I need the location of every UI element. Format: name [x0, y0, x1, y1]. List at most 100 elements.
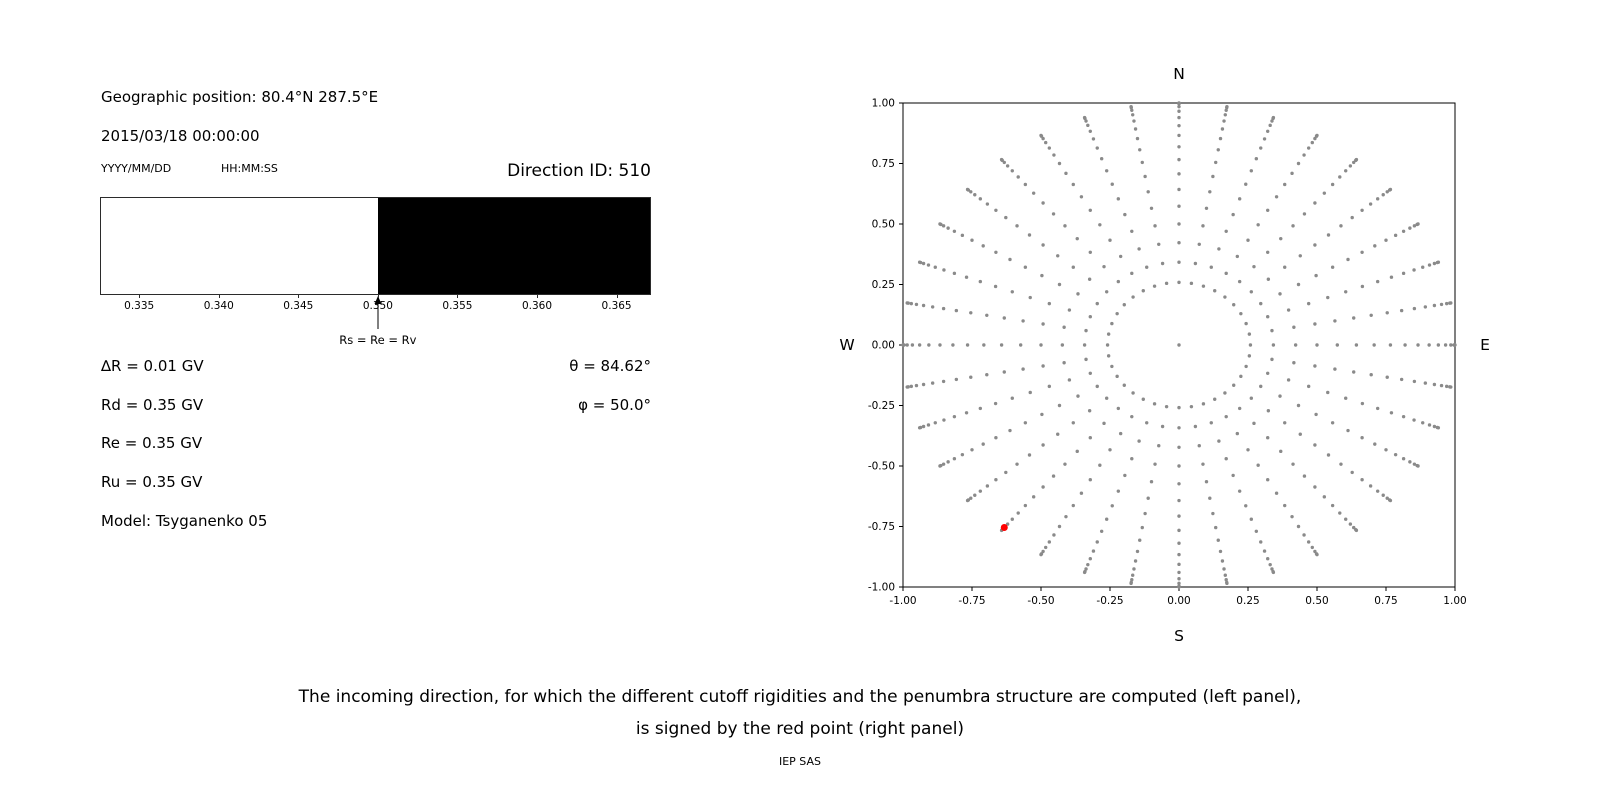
y-tick-label: 0.00	[872, 340, 895, 352]
direction-grid-dot	[1453, 343, 1457, 347]
direction-grid-dot	[1326, 233, 1331, 237]
direction-grid-dot	[1339, 462, 1343, 466]
direction-grid-dot	[1110, 364, 1114, 369]
direction-grid-dot	[1360, 435, 1364, 440]
direction-grid-dot	[914, 383, 919, 388]
direction-grid-dot	[1302, 533, 1306, 537]
direction-grid-dot	[1209, 421, 1213, 425]
param-ru: Ru = 0.35 GV	[101, 473, 203, 491]
direction-grid-dot	[1268, 123, 1272, 128]
penumbra-axis-tick-label: 0.340	[203, 300, 234, 312]
direction-grid-dot	[1129, 104, 1133, 109]
direction-grid-dot	[1244, 504, 1248, 508]
direction-grid-dot	[1296, 403, 1301, 408]
direction-grid-dot	[1416, 464, 1420, 468]
direction-grid-dot	[1140, 525, 1144, 530]
direction-grid-dot	[1439, 383, 1444, 388]
direction-grid-dot	[1421, 265, 1425, 269]
direction-grid-dot	[1385, 496, 1389, 500]
direction-grid-dot	[1222, 567, 1226, 571]
direction-grid-dot	[1315, 133, 1319, 138]
direction-grid-dot	[1082, 570, 1087, 575]
direction-grid-dot	[1389, 275, 1394, 279]
direction-grid-dot	[1116, 279, 1121, 284]
direction-grid-dot	[1224, 108, 1228, 112]
direction-grid-dot	[1292, 325, 1296, 329]
direction-grid-dot	[1270, 328, 1274, 333]
direction-grid-dot	[1115, 374, 1119, 379]
direction-grid-dot	[1138, 148, 1142, 152]
direction-grid-dot	[1225, 581, 1229, 586]
direction-grid-dot	[1249, 290, 1254, 294]
direction-grid-dot	[1130, 271, 1134, 276]
direction-grid-dot	[1256, 223, 1260, 227]
direction-grid-dot	[938, 464, 942, 468]
cutoff-arrow-label: Rs = Re = Rv	[339, 333, 417, 347]
direction-grid-dot	[1381, 193, 1385, 197]
direction-grid-dot	[1249, 517, 1254, 521]
direction-grid-dot	[1177, 552, 1181, 557]
direction-grid-dot	[1403, 343, 1407, 347]
direction-grid-dot	[1084, 119, 1088, 123]
direction-grid-dot	[1177, 577, 1181, 581]
direction-grid-dot	[1130, 414, 1134, 419]
direction-grid-dot	[1116, 489, 1121, 493]
direction-grid-dot	[969, 375, 973, 379]
direction-grid-dot	[952, 457, 957, 461]
direction-grid-dot	[1214, 525, 1218, 530]
direction-grid-dot	[978, 279, 983, 284]
direction-grid-dot	[1099, 529, 1104, 533]
direction-grid-dot	[1031, 191, 1036, 195]
direction-grid-dot	[905, 385, 909, 389]
direction-grid-dot	[954, 308, 959, 313]
direction-grid-dot	[1137, 439, 1141, 443]
direction-grid-dot	[921, 261, 926, 266]
direction-grid-dot	[1333, 319, 1337, 323]
geographic-position-label: Geographic position: 80.4°N 287.5°E	[101, 88, 379, 106]
caption-line-2: is signed by the red point (right panel)	[635, 719, 965, 739]
direction-grid-dot	[1201, 462, 1205, 466]
direction-grid-dot	[1436, 260, 1441, 264]
direction-grid-dot	[1071, 265, 1075, 269]
direction-grid-dot	[1326, 453, 1331, 457]
direction-grid-dot	[1322, 191, 1327, 195]
direction-grid-dot	[1443, 343, 1448, 347]
direction-grid-dot	[1266, 556, 1270, 561]
direction-grid-dot	[1393, 233, 1398, 238]
direction-grid-dot	[941, 306, 946, 311]
direction-grid-dot	[1057, 161, 1062, 166]
direction-grid-dot	[1416, 343, 1420, 347]
penumbra-axis-tick	[218, 294, 220, 298]
direction-grid-dot	[1326, 295, 1330, 300]
direction-grid-dot	[1044, 140, 1048, 145]
direction-grid-dot	[1023, 182, 1028, 187]
direction-grid-dot	[1348, 522, 1353, 526]
direction-grid-dot	[1237, 406, 1242, 411]
direction-grid-dot	[1213, 289, 1217, 293]
direction-grid-dot	[1401, 457, 1406, 461]
direction-grid-dot	[1027, 453, 1032, 457]
direction-grid-dot	[1436, 343, 1441, 347]
direction-grid-dot	[1189, 281, 1194, 286]
direction-grid-dot	[1076, 394, 1080, 398]
direction-grid-dot	[1368, 484, 1373, 488]
direction-grid-dot	[1177, 581, 1181, 586]
direction-grid-dot	[964, 275, 969, 279]
direction-grid-dot	[978, 197, 983, 201]
direction-grid-dot	[1056, 254, 1060, 258]
direction-grid-dot	[1153, 224, 1157, 228]
direction-grid-dot	[1087, 277, 1092, 281]
direction-grid-dot	[1146, 190, 1150, 194]
direction-grid-dot	[1157, 242, 1161, 246]
direction-grid-dot	[985, 373, 989, 377]
direction-grid-dot	[1051, 474, 1056, 478]
direction-grid-dot	[1259, 384, 1263, 389]
direction-grid-dot	[1088, 556, 1092, 561]
direction-grid-dot	[1399, 377, 1404, 382]
direction-grid-dot	[1449, 385, 1453, 389]
direction-grid-dot	[1177, 123, 1181, 128]
direction-grid-dot	[1408, 460, 1412, 464]
direction-grid-dot	[1067, 378, 1072, 382]
direction-grid-dot	[1416, 222, 1420, 226]
direction-grid-dot	[1346, 428, 1350, 433]
